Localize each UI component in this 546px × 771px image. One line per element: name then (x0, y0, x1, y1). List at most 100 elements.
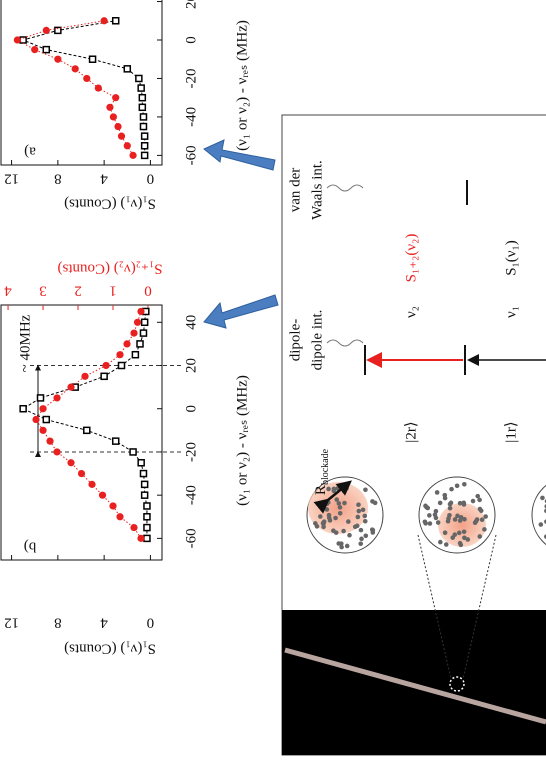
series-line (22, 311, 148, 539)
atom (457, 500, 463, 506)
atom (462, 535, 467, 541)
atom (461, 529, 467, 535)
atom (337, 505, 343, 510)
y2-tick-label: 4 (4, 283, 12, 299)
r-label: Rblockade (313, 448, 331, 495)
series-line (21, 20, 146, 156)
y-tick-label: 12 (4, 615, 19, 631)
y-axis-label: S₁(ν₁) (Counts) (64, 641, 156, 657)
panel-label: b) (24, 539, 37, 555)
arrow (203, 139, 276, 171)
atom-image (282, 610, 546, 755)
point (83, 426, 91, 435)
atom (370, 499, 375, 504)
y-tick-label: 4 (100, 615, 108, 631)
x-tick-label: -20 (183, 68, 199, 88)
atom (483, 514, 488, 519)
point (39, 426, 47, 434)
r: R (313, 485, 329, 495)
point (83, 74, 91, 83)
atom (458, 515, 464, 520)
atom (438, 539, 443, 545)
atom (355, 514, 361, 520)
atom (442, 495, 448, 501)
atom (341, 528, 346, 534)
atom (538, 522, 544, 527)
zoom-line (462, 534, 497, 680)
point (81, 372, 89, 380)
point (143, 534, 151, 543)
point (111, 437, 120, 445)
x-axis-label: (ν₁ or ν₂) - νᵣₑₛ (MHz) (234, 375, 250, 506)
point (32, 415, 40, 424)
point (19, 404, 27, 413)
y-tick-label: 4 (100, 171, 108, 187)
zoom-line (417, 534, 452, 680)
point (42, 415, 51, 424)
atom (477, 497, 482, 503)
point (137, 534, 145, 542)
plot-frame (0, 304, 163, 561)
x-tick-label: 0 (183, 405, 199, 413)
y-tick-label: 8 (54, 615, 62, 631)
point (54, 55, 62, 63)
point (67, 459, 75, 467)
atom (321, 519, 327, 524)
point (133, 318, 142, 326)
point (71, 65, 79, 73)
atom (479, 517, 485, 523)
atom (447, 505, 453, 511)
atom (470, 498, 476, 504)
point (109, 113, 117, 121)
point (140, 151, 149, 160)
atom (339, 544, 344, 550)
x-tick-label: -40 (183, 485, 199, 505)
atom (427, 521, 433, 526)
atom (360, 507, 366, 513)
atom (370, 530, 376, 535)
state-label: |1r⟩ (503, 421, 519, 442)
atom (313, 521, 318, 526)
s1-label: S₁(ν₁) (503, 240, 519, 276)
atom (347, 532, 352, 538)
point (131, 350, 140, 359)
point (129, 151, 137, 159)
point (140, 318, 149, 327)
r-sub: blockade (320, 448, 331, 485)
point (98, 491, 107, 499)
point (39, 405, 47, 413)
vdw-icon (326, 184, 364, 192)
y-tick-label: 8 (54, 171, 62, 187)
atom (358, 541, 364, 547)
atom (358, 527, 364, 533)
atom (482, 527, 487, 532)
point (116, 351, 124, 359)
y-tick-label: 0 (147, 615, 155, 631)
atom (477, 534, 483, 539)
atom (323, 500, 329, 506)
point (140, 491, 149, 499)
y-axis-label: S₁(ν₁) (Counts) (64, 196, 156, 212)
point (54, 26, 62, 35)
s12-label: S₁₊₂(ν₂) (403, 234, 419, 283)
atom (455, 513, 460, 519)
atom (362, 513, 368, 519)
nu2-label: ν₂ (403, 306, 419, 318)
point (111, 17, 120, 25)
point (137, 84, 145, 92)
atom (449, 486, 454, 492)
y-tick-label: 0 (147, 171, 155, 187)
atom (457, 540, 463, 546)
point (42, 26, 50, 34)
series-line (16, 20, 134, 156)
point (109, 502, 117, 510)
atom (362, 518, 368, 524)
x-tick-label: -40 (183, 107, 199, 127)
series-line (35, 311, 142, 539)
x-axis-label: (ν₁ or ν₂) - νᵣₑₛ (MHz) (234, 20, 250, 151)
atom (342, 500, 347, 506)
atom (437, 500, 443, 506)
atom (452, 532, 458, 537)
vdw-label: van der (287, 168, 303, 213)
